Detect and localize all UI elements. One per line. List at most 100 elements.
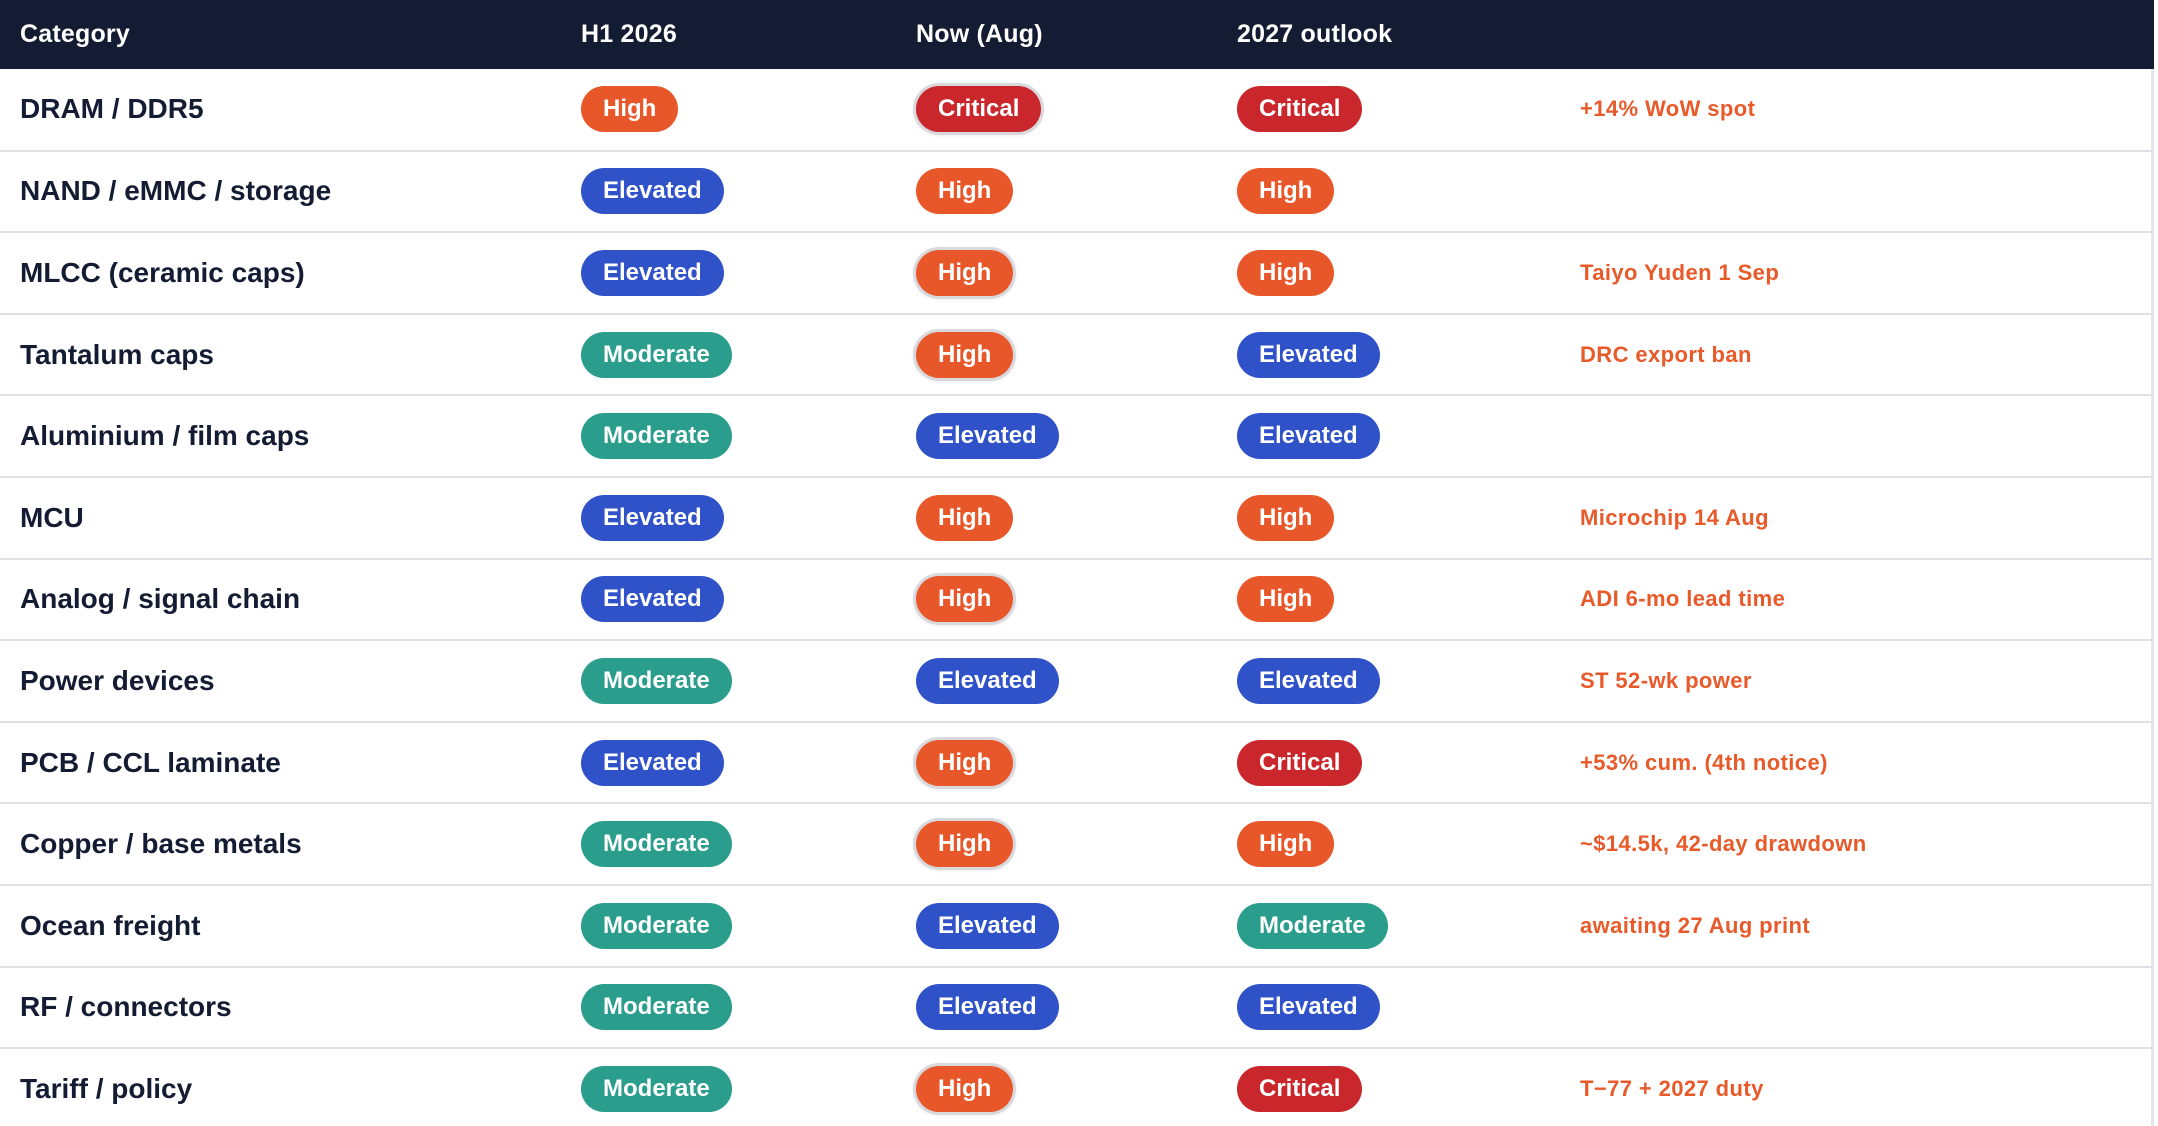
2027-outlook-cell: Elevated bbox=[1237, 640, 1580, 722]
now-risk-badge: High bbox=[916, 494, 1014, 541]
note-cell bbox=[1580, 151, 2154, 233]
table-row[interactable]: MCU Elevated High High Microchip 14 Aug bbox=[0, 477, 2154, 559]
h1-2026-risk-badge: Moderate bbox=[581, 902, 732, 949]
2027-outlook-risk-badge: Elevated bbox=[1237, 984, 1380, 1031]
2027-outlook-cell: Critical bbox=[1237, 69, 1580, 151]
column-header-note bbox=[1580, 0, 2154, 69]
2027-outlook-risk-badge: High bbox=[1237, 494, 1335, 541]
now-risk-badge: High bbox=[916, 739, 1014, 786]
category-cell: RF / connectors bbox=[20, 991, 232, 1023]
note-cell: +53% cum. (4th notice) bbox=[1580, 749, 1828, 775]
now-risk-badge: High bbox=[916, 1066, 1014, 1113]
2027-outlook-cell: High bbox=[1237, 803, 1580, 885]
table-header: Category H1 2026 Now (Aug) 2027 outlook bbox=[0, 0, 2154, 69]
now-cell: Elevated bbox=[916, 885, 1237, 967]
now-cell: High bbox=[916, 232, 1237, 314]
h1-2026-cell: Elevated bbox=[581, 232, 916, 314]
now-risk-badge: Critical bbox=[916, 86, 1042, 133]
table-row[interactable]: Aluminium / film caps Moderate Elevated Ele… bbox=[0, 395, 2154, 477]
category-cell: Aluminium / film caps bbox=[20, 420, 310, 452]
table-row[interactable]: Power devices Moderate Elevated Elevated ST … bbox=[0, 640, 2154, 722]
2027-outlook-risk-badge: Elevated bbox=[1237, 413, 1380, 460]
category-cell: Analog / signal chain bbox=[20, 583, 301, 615]
table-row[interactable]: PCB / CCL laminate Elevated High Critical +5… bbox=[0, 722, 2154, 804]
h1-2026-risk-badge: Elevated bbox=[581, 249, 724, 296]
note-cell: T−77 + 2027 duty bbox=[1580, 1076, 1764, 1102]
h1-2026-risk-badge: Elevated bbox=[581, 168, 724, 215]
now-cell: Elevated bbox=[916, 395, 1237, 477]
category-cell: Copper / base metals bbox=[20, 828, 302, 860]
h1-2026-risk-badge: Moderate bbox=[581, 984, 732, 1031]
note-cell: Taiyo Yuden 1 Sep bbox=[1580, 259, 1780, 285]
2027-outlook-risk-badge: Critical bbox=[1237, 1066, 1363, 1113]
now-cell: High bbox=[916, 477, 1237, 559]
header-row: Category H1 2026 Now (Aug) 2027 outlook bbox=[0, 0, 2154, 69]
column-header-now[interactable]: Now (Aug) bbox=[916, 20, 1043, 48]
2027-outlook-cell: High bbox=[1237, 477, 1580, 559]
category-cell: PCB / CCL laminate bbox=[20, 746, 281, 778]
2027-outlook-cell: High bbox=[1237, 559, 1580, 641]
h1-2026-cell: Elevated bbox=[581, 722, 916, 804]
table-row[interactable]: Tariff / policy Moderate High Critical T−77 … bbox=[0, 1048, 2154, 1126]
2027-outlook-risk-badge: High bbox=[1237, 576, 1335, 623]
now-risk-badge: High bbox=[916, 168, 1014, 215]
h1-2026-risk-badge: Moderate bbox=[581, 413, 732, 460]
now-cell: Elevated bbox=[916, 640, 1237, 722]
now-risk-badge: High bbox=[916, 331, 1014, 378]
note-cell bbox=[1580, 395, 2154, 477]
now-cell: High bbox=[916, 722, 1237, 804]
now-cell: High bbox=[916, 1048, 1237, 1126]
category-cell: Tariff / policy bbox=[20, 1073, 193, 1105]
category-cell: Ocean freight bbox=[20, 909, 201, 941]
table-row[interactable]: Analog / signal chain Elevated High High ADI… bbox=[0, 559, 2154, 641]
table-row[interactable]: Copper / base metals Moderate High High ~$14… bbox=[0, 803, 2154, 885]
2027-outlook-cell: Moderate bbox=[1237, 885, 1580, 967]
h1-2026-cell: Elevated bbox=[581, 151, 916, 233]
table-row[interactable]: RF / connectors Moderate Elevated Elevated bbox=[0, 967, 2154, 1049]
2027-outlook-risk-badge: Critical bbox=[1237, 739, 1363, 786]
note-cell: ST 52-wk power bbox=[1580, 667, 1752, 693]
column-header-h1-2026[interactable]: H1 2026 bbox=[581, 20, 677, 48]
note-cell: +14% WoW spot bbox=[1580, 96, 1756, 122]
now-risk-badge: High bbox=[916, 249, 1014, 296]
h1-2026-cell: Moderate bbox=[581, 314, 916, 396]
2027-outlook-risk-badge: Elevated bbox=[1237, 657, 1380, 704]
now-cell: Critical bbox=[916, 69, 1237, 151]
column-header-category[interactable]: Category bbox=[20, 20, 130, 48]
table-row[interactable]: DRAM / DDR5 High Critical Critical +14% WoW … bbox=[0, 69, 2154, 151]
2027-outlook-risk-badge: High bbox=[1237, 821, 1335, 868]
h1-2026-risk-badge: Moderate bbox=[581, 331, 732, 378]
2027-outlook-cell: High bbox=[1237, 151, 1580, 233]
h1-2026-cell: High bbox=[581, 69, 916, 151]
table-row[interactable]: NAND / eMMC / storage Elevated High High bbox=[0, 151, 2154, 233]
category-cell: MCU bbox=[20, 501, 84, 533]
note-cell: DRC export ban bbox=[1580, 341, 1752, 367]
table-row[interactable]: Ocean freight Moderate Elevated Moderate awa… bbox=[0, 885, 2154, 967]
2027-outlook-cell: Elevated bbox=[1237, 395, 1580, 477]
h1-2026-cell: Elevated bbox=[581, 559, 916, 641]
column-header-2027-outlook[interactable]: 2027 outlook bbox=[1237, 20, 1393, 48]
note-cell: ~$14.5k, 42-day drawdown bbox=[1580, 831, 1867, 857]
h1-2026-risk-badge: Elevated bbox=[581, 576, 724, 623]
table-row[interactable]: MLCC (ceramic caps) Elevated High High Taiyo… bbox=[0, 232, 2154, 314]
2027-outlook-risk-badge: Critical bbox=[1237, 86, 1363, 133]
category-cell: NAND / eMMC / storage bbox=[20, 175, 332, 207]
h1-2026-cell: Moderate bbox=[581, 1048, 916, 1126]
h1-2026-risk-badge: High bbox=[581, 86, 679, 133]
h1-2026-risk-badge: Elevated bbox=[581, 739, 724, 786]
category-cell: Power devices bbox=[20, 664, 215, 696]
h1-2026-cell: Elevated bbox=[581, 477, 916, 559]
h1-2026-cell: Moderate bbox=[581, 640, 916, 722]
now-cell: Elevated bbox=[916, 967, 1237, 1049]
h1-2026-risk-badge: Elevated bbox=[581, 494, 724, 541]
now-risk-badge: Elevated bbox=[916, 902, 1059, 949]
2027-outlook-cell: High bbox=[1237, 232, 1580, 314]
note-cell: Microchip 14 Aug bbox=[1580, 504, 1769, 530]
h1-2026-cell: Moderate bbox=[581, 803, 916, 885]
table-row[interactable]: Tantalum caps Moderate High Elevated DRC exp… bbox=[0, 314, 2154, 396]
now-risk-badge: Elevated bbox=[916, 657, 1059, 704]
category-cell: MLCC (ceramic caps) bbox=[20, 256, 305, 288]
category-cell: DRAM / DDR5 bbox=[20, 93, 204, 125]
table-body: DRAM / DDR5 High Critical Critical +14% WoW … bbox=[0, 69, 2154, 1126]
